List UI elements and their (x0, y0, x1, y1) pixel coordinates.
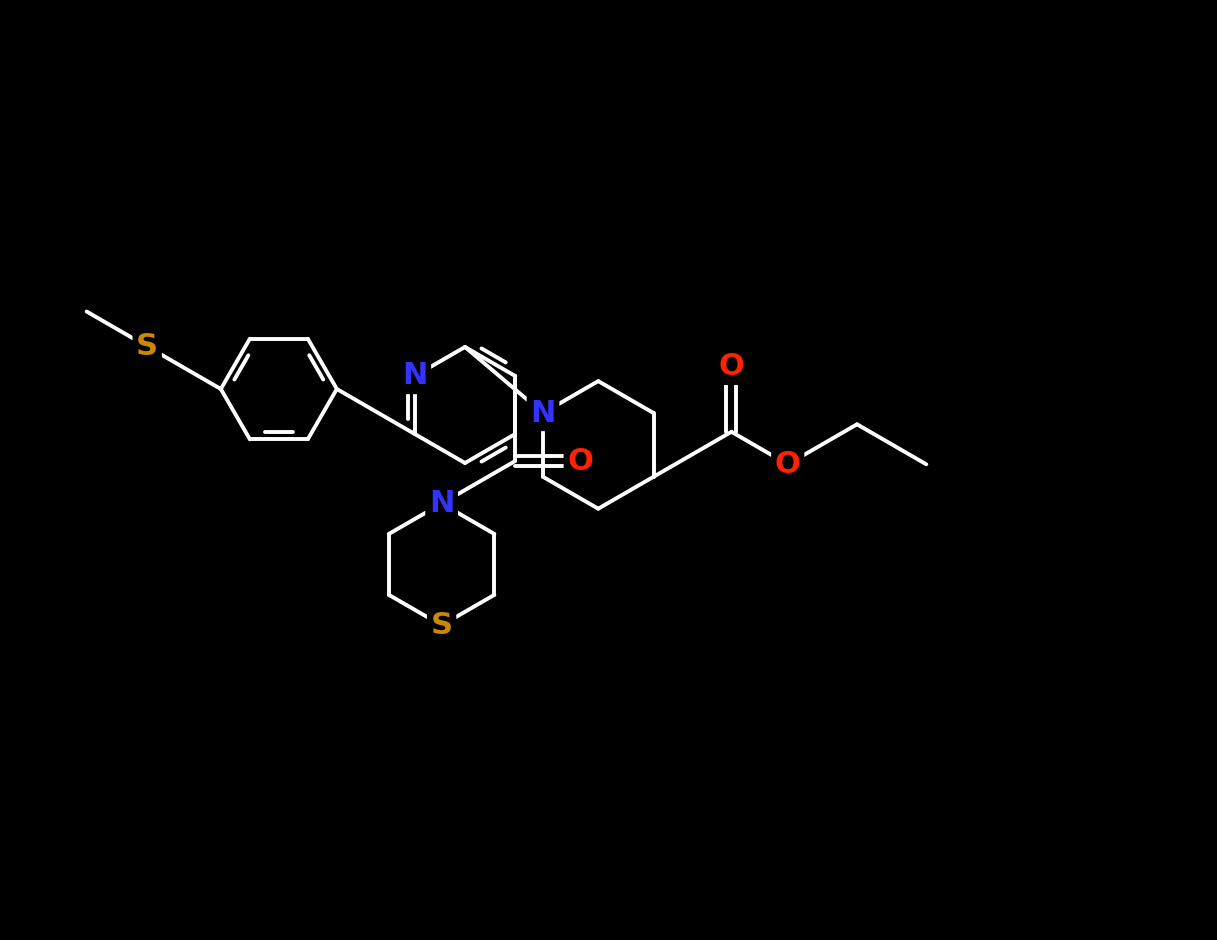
Text: N: N (402, 362, 427, 390)
Text: S: S (136, 332, 158, 361)
Text: N: N (428, 489, 454, 518)
Text: S: S (431, 611, 453, 640)
Text: O: O (775, 450, 801, 478)
Text: O: O (718, 352, 745, 382)
Text: N: N (531, 399, 556, 428)
Text: O: O (567, 446, 593, 476)
